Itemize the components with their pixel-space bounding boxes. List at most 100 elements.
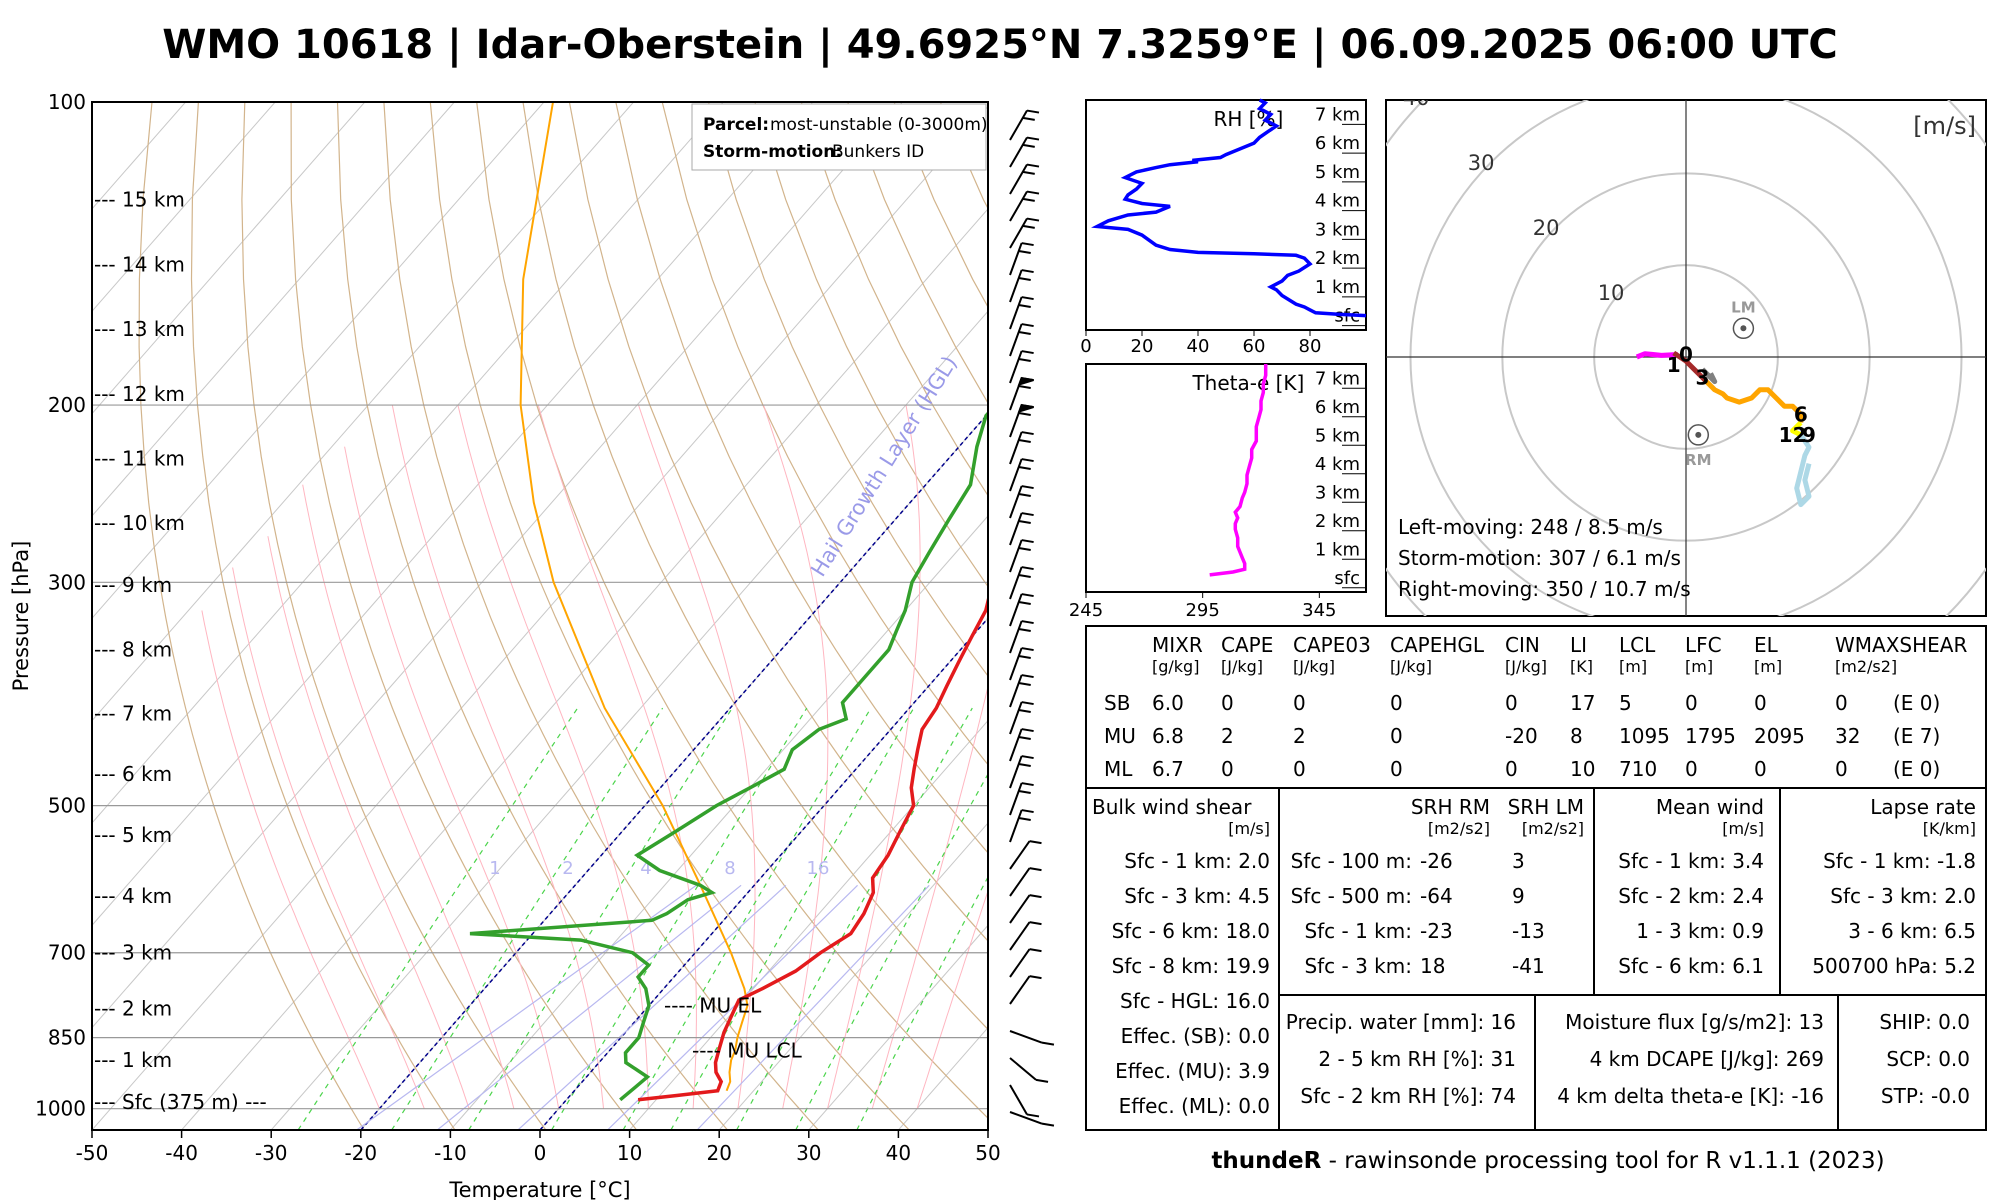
thetae-panel: Theta-e [K]7 km6 km5 km4 km3 km2 km1 kms… — [1069, 364, 1366, 621]
barb-flag — [1027, 1114, 1039, 1116]
barb-flag — [1030, 976, 1042, 978]
temperature-profile — [638, 102, 1386, 1100]
barb-staff — [1010, 1085, 1027, 1114]
mixing-ratio-line — [298, 708, 577, 1130]
legend-parcel-key: Parcel: — [703, 115, 769, 135]
table-cell: 0 — [1505, 691, 1518, 715]
barb-staff — [1010, 324, 1022, 356]
x-tick-label: 295 — [1185, 600, 1219, 621]
wind-barb — [1010, 1085, 1039, 1116]
height-label: --- 1 km — [94, 1048, 172, 1072]
dry-adiabat — [338, 102, 728, 1130]
table-cell: 0 — [1221, 757, 1234, 781]
table-cell: 6.7 — [1152, 757, 1184, 781]
barb-flag — [1019, 413, 1031, 415]
meanwind-row: 1 - 3 km: 0.9 — [1636, 919, 1764, 943]
srh-lm-title: SRH LM — [1508, 795, 1584, 819]
barb-staff — [1010, 594, 1022, 626]
height-label: 4 km — [1315, 191, 1360, 212]
bulk-row: Effec. (SB): 0.0 — [1121, 1024, 1270, 1048]
srh-row-key: Sfc - 3 km: — [1304, 954, 1412, 978]
table-header: CAPE — [1221, 633, 1273, 657]
barb-flag — [1022, 486, 1034, 488]
mixing-ratio-line — [469, 708, 733, 1130]
moisture-row: Moisture flux [g/s/m2]: 13 — [1565, 1010, 1824, 1034]
height-label: --- 11 km — [94, 446, 185, 470]
panel-title: Theta-e [K] — [1191, 371, 1304, 395]
height-label: 6 km — [1315, 133, 1360, 154]
moist-adiabat — [458, 405, 648, 1109]
barb-flag — [1019, 791, 1031, 793]
hodograph-segment — [1707, 382, 1801, 423]
table-header-unit: [J/kg] — [1221, 657, 1263, 676]
table-header: MIXR — [1152, 633, 1203, 657]
x-tick-label: 20 — [1131, 336, 1154, 357]
barb-flag — [1022, 567, 1034, 569]
table-cell: 10 — [1570, 757, 1595, 781]
height-label: --- 9 km — [94, 573, 172, 597]
barb-staff — [1010, 351, 1022, 383]
storm-marker-dot — [1740, 325, 1746, 331]
srh-rm-title: SRH RM — [1411, 795, 1490, 819]
barb-flag — [1019, 548, 1031, 550]
table-cell: 0 — [1390, 691, 1403, 715]
srh-rm-unit: [m2/s2] — [1428, 819, 1490, 838]
table-cell: (E 0) — [1893, 757, 1940, 781]
lapse-unit: [K/km] — [1923, 819, 1976, 838]
x-tick-label: -40 — [165, 1141, 198, 1165]
barb-flag — [1027, 111, 1039, 113]
wind-barb — [1010, 165, 1039, 194]
table-cell: 17 — [1570, 691, 1595, 715]
table-header-unit: [m2/s2] — [1835, 657, 1897, 676]
barb-flag — [1019, 737, 1031, 739]
table-header-unit: [m] — [1754, 657, 1782, 676]
height-label: --- 6 km — [94, 762, 172, 786]
barb-staff — [1010, 513, 1022, 545]
ring-label: 20 — [1533, 216, 1560, 240]
srh-row-lm: 9 — [1512, 884, 1525, 908]
bulk-title: Bulk wind shear — [1092, 795, 1252, 819]
height-label: --- 12 km — [94, 382, 185, 406]
barb-staff — [1010, 621, 1022, 653]
wind-barb — [1010, 1112, 1054, 1126]
barb-flag — [1019, 440, 1031, 442]
table-cell: 5 — [1619, 691, 1632, 715]
barb-flag — [1022, 540, 1034, 542]
barb-staff — [1010, 868, 1030, 896]
table-header-unit: [J/kg] — [1505, 657, 1547, 676]
mixing-ratio-label: 8 — [724, 858, 735, 879]
legend-storm-value: Bunkers ID — [832, 142, 924, 162]
mixing-ratio-label: 1 — [489, 858, 500, 879]
table-cell: 0 — [1835, 691, 1848, 715]
bulk-row: Effec. (ML): 0.0 — [1119, 1094, 1270, 1118]
barb-flag — [1022, 648, 1034, 650]
lapse-title: Lapse rate — [1870, 795, 1976, 819]
height-label: 4 km — [1315, 454, 1360, 475]
wind-barb — [1010, 841, 1042, 869]
barb-staff — [1010, 756, 1022, 788]
storm-marker-dot — [1695, 432, 1701, 438]
wind-barb — [1010, 895, 1042, 923]
barb-flag — [1019, 683, 1031, 685]
wind-barb — [1010, 1058, 1048, 1082]
barb-flag — [1019, 764, 1031, 766]
height-label: --- 15 km — [94, 188, 185, 212]
barb-staff — [1010, 270, 1022, 302]
level-annotation: ---- MU LCL — [692, 1038, 803, 1062]
dry-adiabat — [242, 102, 546, 1130]
barb-flag — [1019, 467, 1031, 469]
height-label: 7 km — [1315, 368, 1360, 389]
barb-staff — [1010, 138, 1027, 167]
composite-index: SHIP: 0.0 — [1879, 1010, 1970, 1034]
table-header: LI — [1570, 633, 1587, 657]
barb-staff — [1010, 111, 1027, 140]
barb-flag — [1030, 949, 1042, 951]
barb-flag — [1019, 332, 1031, 334]
legend-parcel-value: most-unstable (0-3000m) — [770, 115, 988, 135]
barb-flag — [1019, 386, 1031, 388]
height-label: 5 km — [1315, 425, 1360, 446]
height-label: --- Sfc (375 m) --- — [94, 1090, 267, 1114]
isotherm — [92, 102, 992, 1130]
bulk-unit: [m/s] — [1228, 819, 1270, 838]
x-tick-label: 60 — [1243, 336, 1266, 357]
